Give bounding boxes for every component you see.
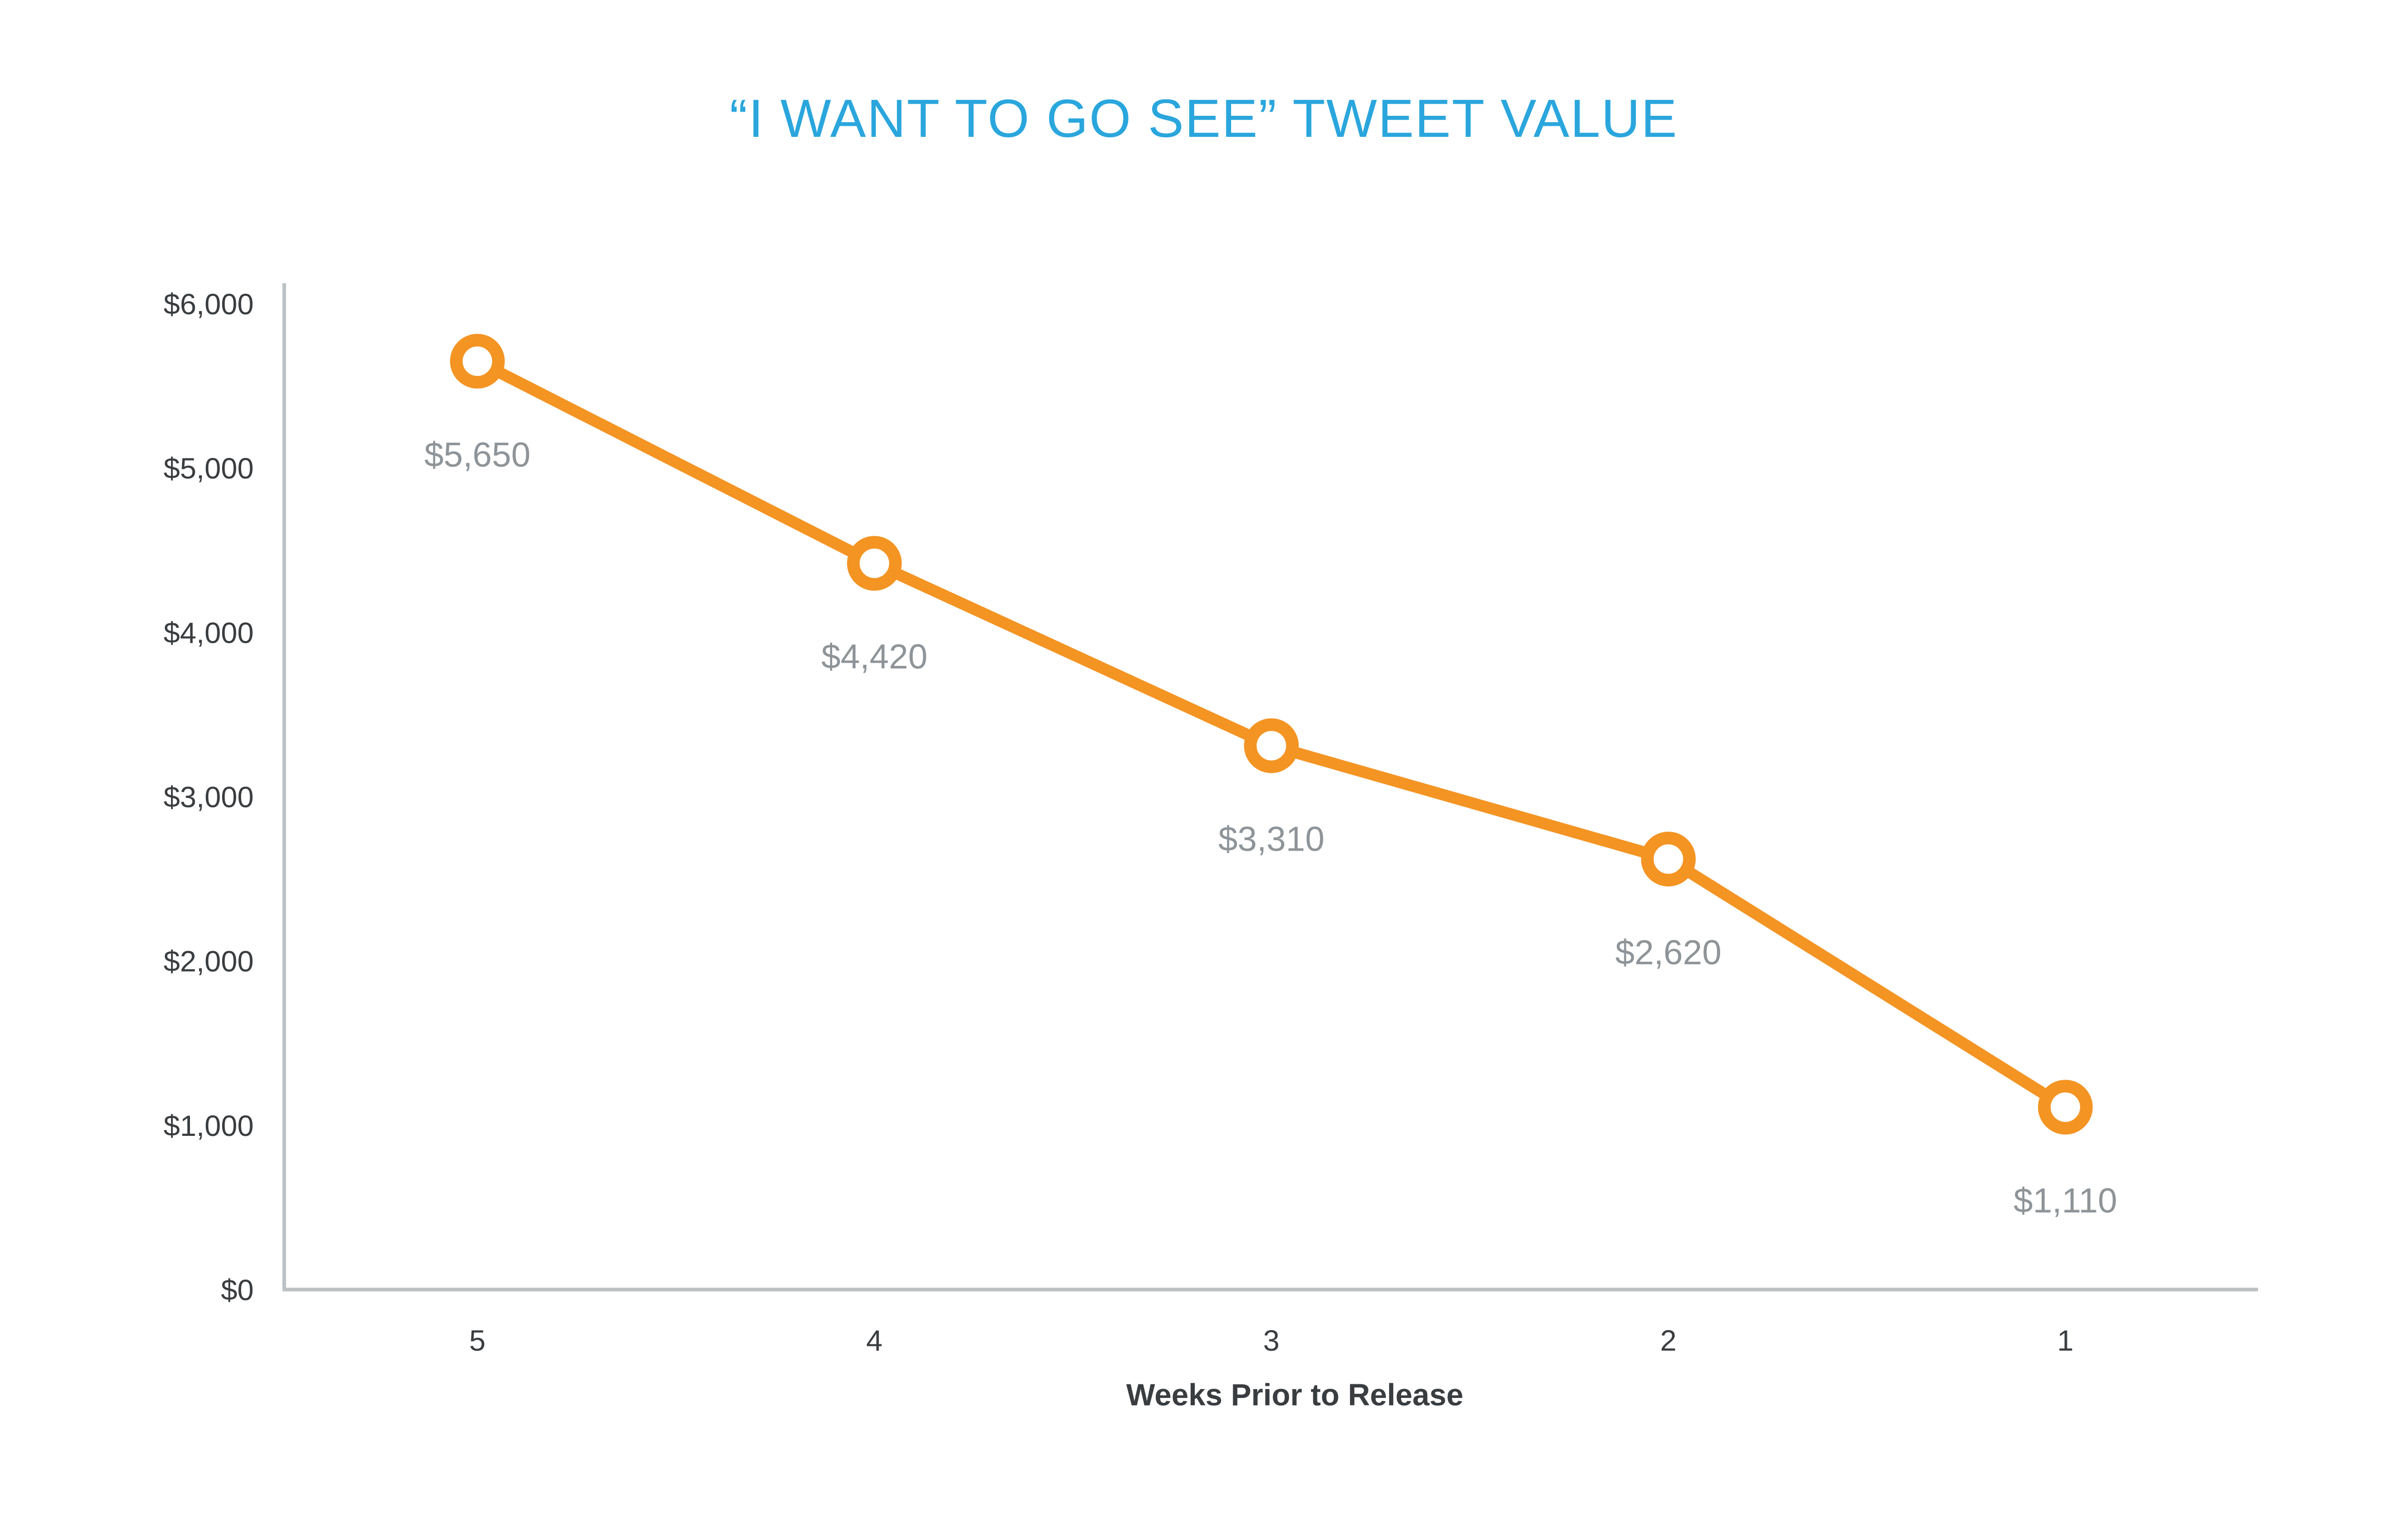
data-point (1244, 718, 1299, 773)
data-point (2038, 1080, 2093, 1135)
y-tick-label: $2,000 (164, 945, 254, 978)
data-markers (450, 334, 2093, 1135)
y-tick-label: $0 (221, 1273, 254, 1306)
data-label: $2,620 (1615, 933, 1722, 972)
y-tick-label: $3,000 (164, 781, 254, 814)
y-tick-label: $1,000 (164, 1109, 254, 1142)
data-label: $4,420 (821, 637, 927, 676)
y-axis: $0 $1,000 $2,000 $3,000 $4,000 $5,000 $6,000 (164, 283, 286, 1306)
x-tick-label: 5 (469, 1324, 485, 1357)
y-tick-label: $5,000 (164, 452, 254, 485)
data-point (1641, 832, 1696, 887)
x-axis-title: Weeks Prior to Release (1126, 1378, 1463, 1412)
x-tick-label: 2 (1660, 1324, 1676, 1357)
chart-title: “I WANT TO GO SEE” TWEET VALUE (730, 88, 1678, 148)
y-tick-label: $6,000 (164, 287, 254, 321)
y-tick-label: $4,000 (164, 616, 254, 649)
data-label: $5,650 (424, 435, 531, 474)
x-axis: 5 4 3 2 1 (283, 1287, 2258, 1357)
data-point (847, 536, 902, 591)
data-label: $1,110 (2014, 1181, 2117, 1220)
x-tick-label: 3 (1263, 1324, 1280, 1357)
data-point (450, 334, 505, 389)
x-tick-label: 4 (866, 1324, 883, 1357)
data-label: $3,310 (1218, 820, 1325, 858)
x-tick-label: 1 (2057, 1324, 2073, 1357)
data-labels: $5,650 $4,420 $3,310 $2,620 $1,110 (424, 435, 2117, 1220)
